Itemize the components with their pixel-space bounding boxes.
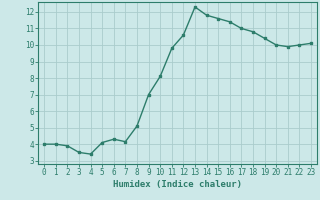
X-axis label: Humidex (Indice chaleur): Humidex (Indice chaleur) [113, 180, 242, 189]
